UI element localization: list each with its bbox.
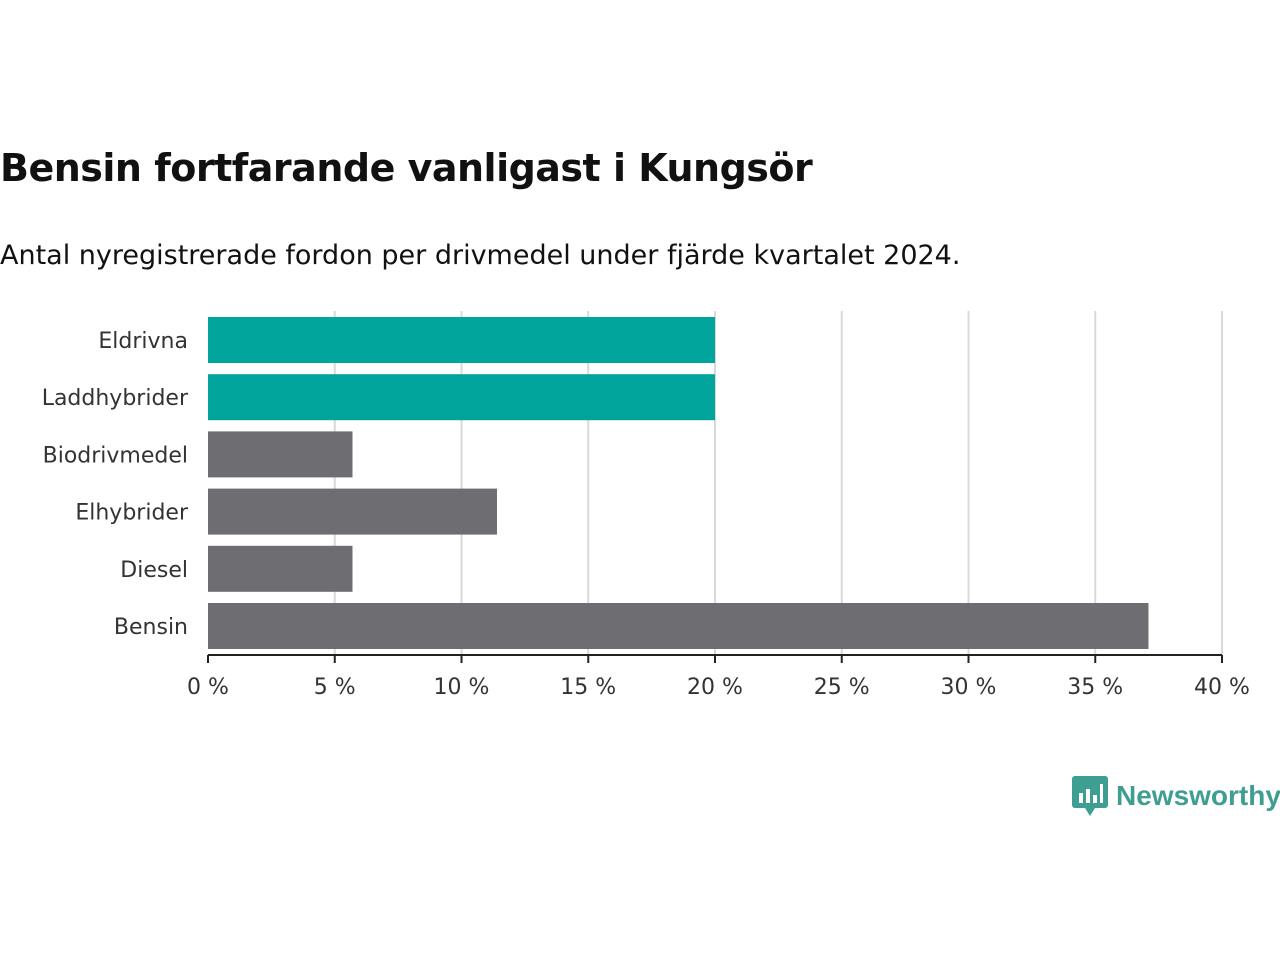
category-label: Elhybrider [75,501,189,526]
x-tick-label: 40 % [1194,675,1250,700]
brand-name: Newsworthy [1116,780,1280,811]
category-label: Eldrivna [98,329,188,354]
grid-lines [333,311,1223,655]
x-tick-label: 5 % [314,675,356,700]
x-tick-label: 35 % [1067,675,1123,700]
category-labels: Eldrivna Laddhybrider Biodrivmedel Elhybrid… [42,329,189,640]
x-tick-label: 0 % [187,675,229,700]
bar-chart: Eldrivna Laddhybrider Biodrivmedel Elhybrid… [42,311,1250,700]
x-tick-label: 20 % [687,675,743,700]
bar [208,317,715,363]
category-label: Diesel [120,558,188,583]
newsworthy-logo-icon [1072,776,1108,816]
category-label: Biodrivmedel [43,443,188,468]
bars [208,317,1149,649]
chart-subtitle: Antal nyregistrerade fordon per drivmede… [0,240,961,271]
x-tick-label: 30 % [941,675,997,700]
x-tick-label: 10 % [434,675,490,700]
category-label: Bensin [114,615,188,640]
bar [208,545,353,592]
chart-title: Bensin fortfarande vanligast i Kungsör [0,146,813,190]
bar [208,488,497,535]
x-tick-label: 25 % [814,675,870,700]
newsworthy-brand: Newsworthy [1072,776,1280,816]
bar [208,431,353,478]
bar [208,603,1149,649]
category-label: Laddhybrider [42,386,189,411]
x-tick-label: 15 % [560,675,616,700]
x-axis: 0 % 5 % 10 % 15 % 20 % 25 % 30 % 35 % 40 % [187,654,1250,700]
bar [208,374,715,421]
